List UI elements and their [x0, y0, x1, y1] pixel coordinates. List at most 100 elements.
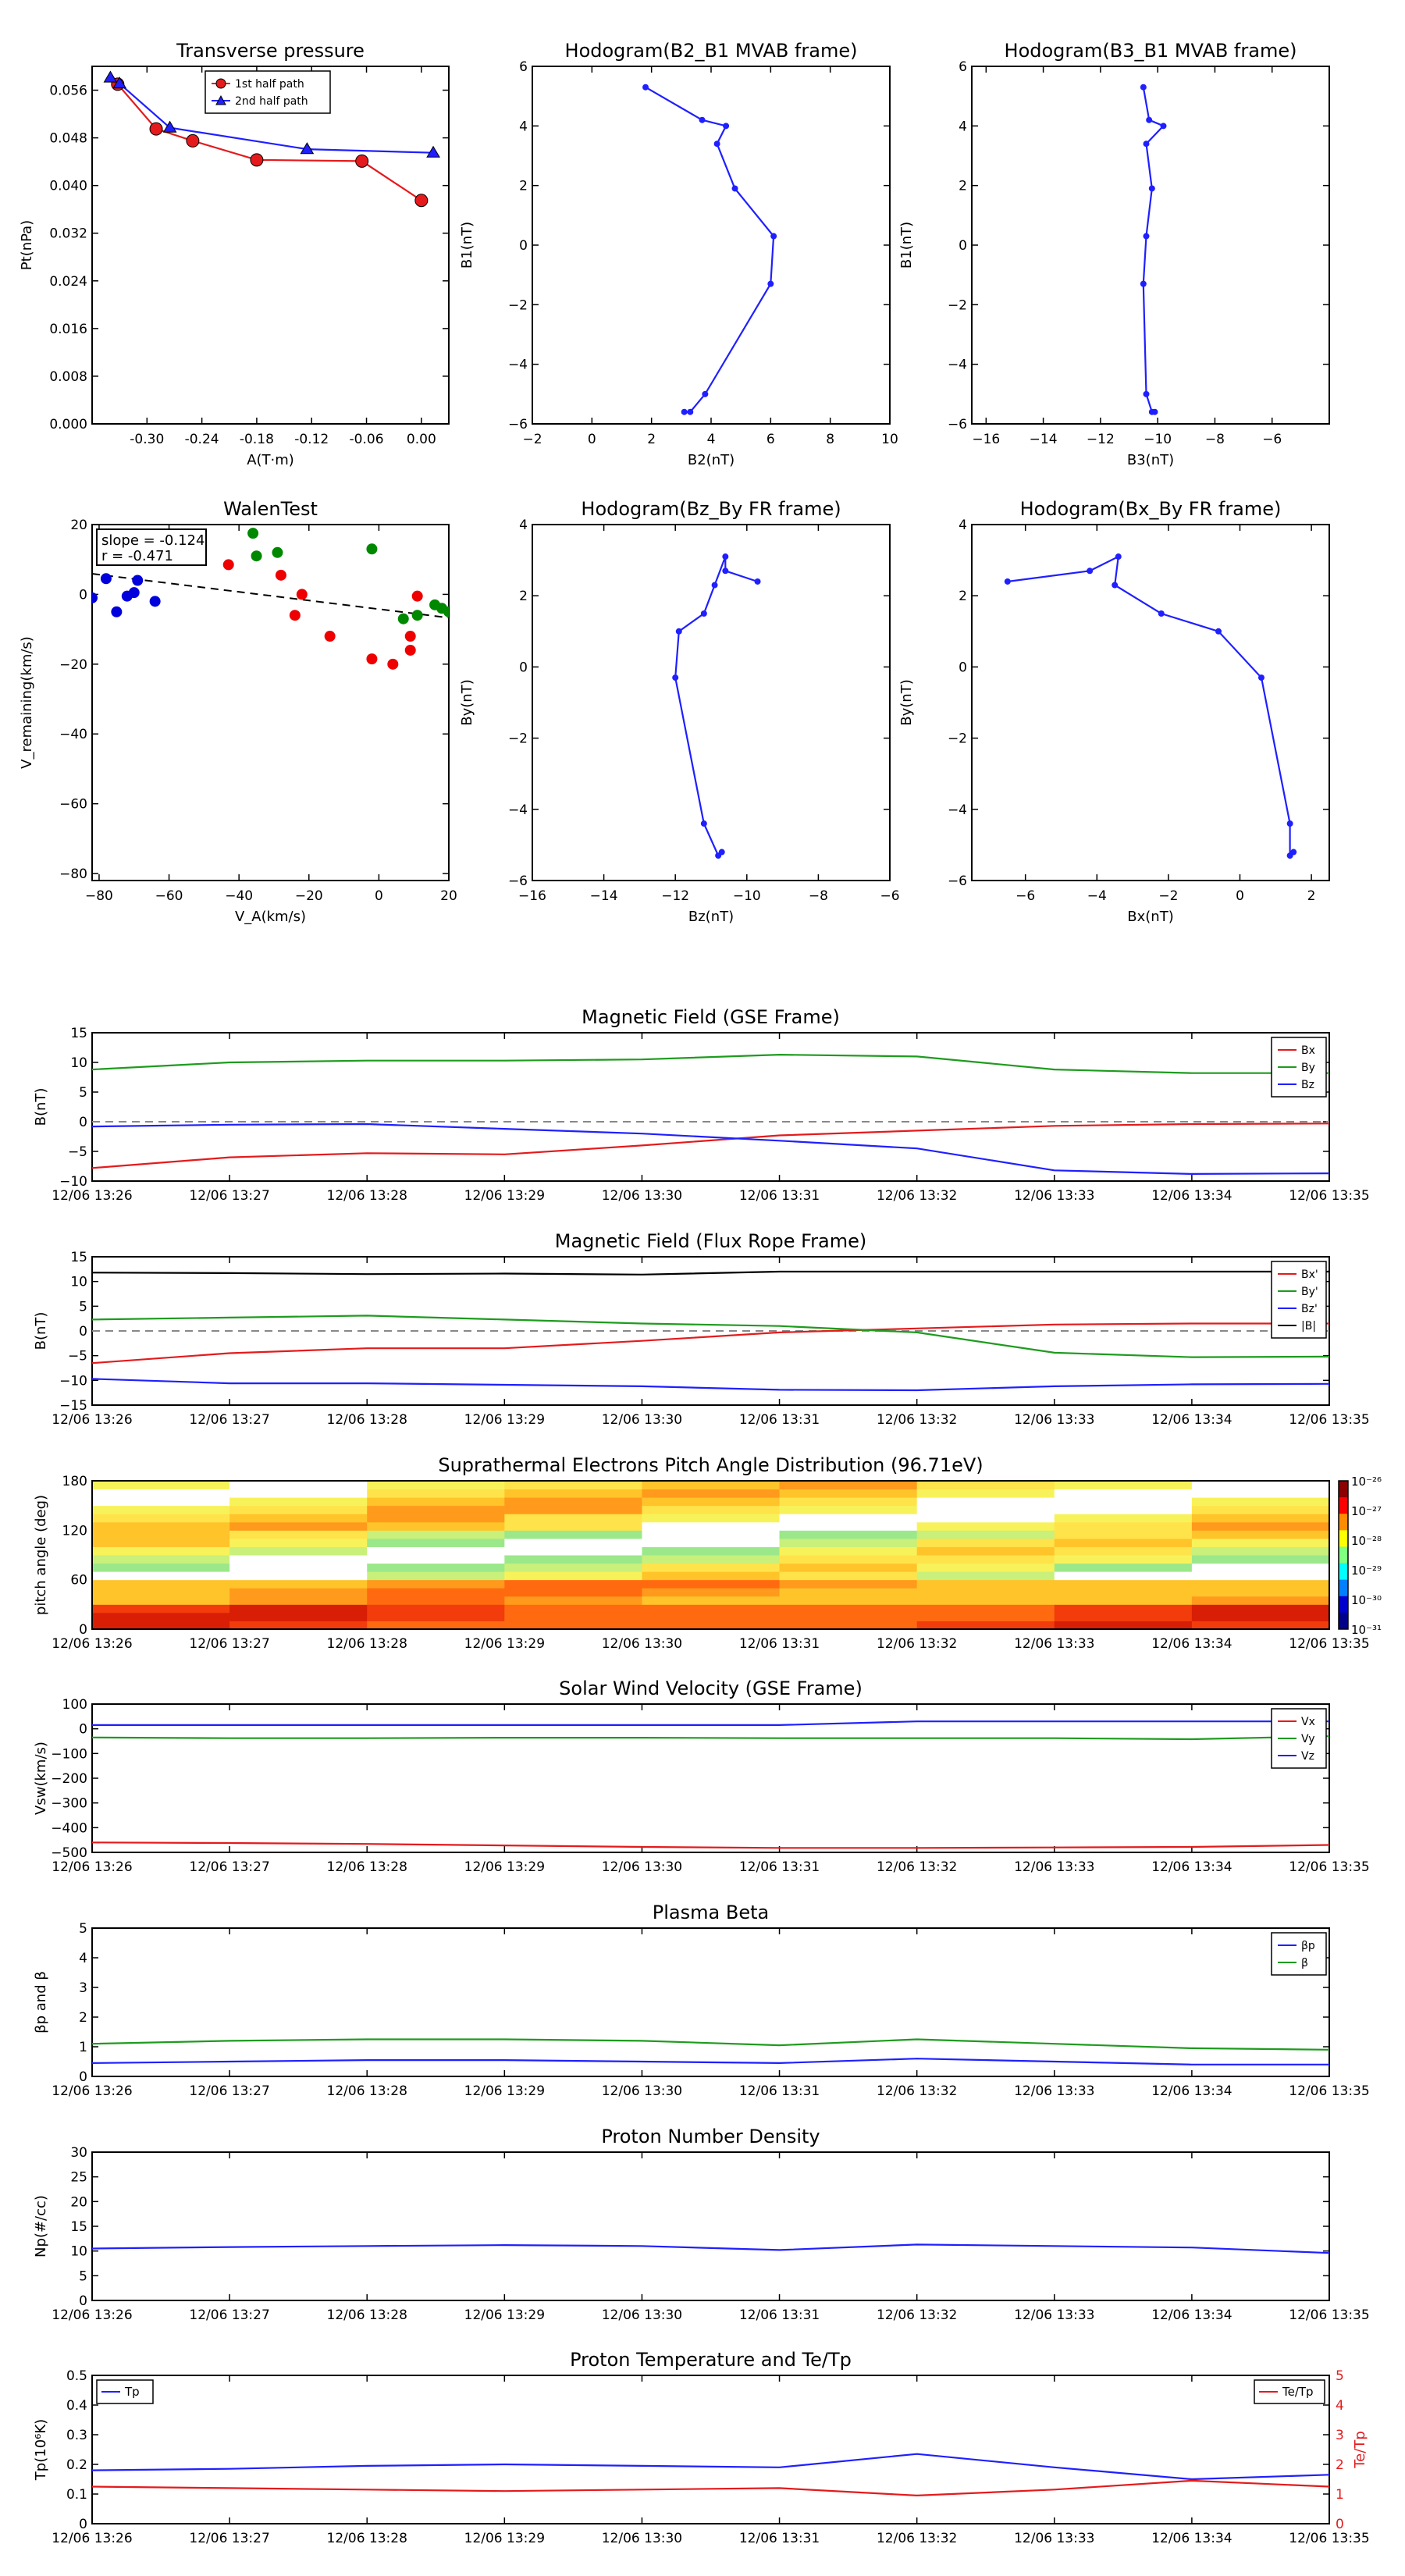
annotation-line: r = -0.471	[101, 548, 173, 564]
heatmap-cell	[1054, 1505, 1193, 1514]
x-tick-label: −4	[1087, 888, 1107, 904]
data-point	[149, 596, 161, 607]
plot-frame	[91, 2151, 1330, 2301]
y-tick-label: 15	[70, 2219, 87, 2235]
y-tick-label: 0	[519, 238, 528, 254]
y-tick-label: 0	[79, 1722, 87, 1738]
x-tick-label: 12/06 13:35	[1289, 1636, 1369, 1652]
heatmap-cell	[1191, 1579, 1329, 1589]
legend-box	[1271, 1037, 1327, 1098]
data-point	[250, 153, 264, 167]
chart-panel-11: Proton Number Density 12/06 13:26 12/06 13…	[33, 2126, 1370, 2323]
series-βp	[92, 2058, 1329, 2065]
chart-title: Suprathermal Electrons Pitch Angle Distr…	[438, 1454, 983, 1476]
heatmap-cell	[504, 1538, 642, 1547]
x-tick-label: 2	[647, 432, 656, 447]
heatmap-cell	[1054, 1621, 1193, 1629]
data-layer	[92, 528, 449, 670]
y-tick-label: 0	[519, 660, 528, 675]
series-Bz'	[92, 1378, 1329, 1392]
heatmap-cell	[916, 1596, 1055, 1605]
y-tick-label: 0.008	[49, 369, 87, 385]
y-tick-label: 0.056	[49, 84, 87, 99]
series-line	[92, 1315, 1329, 1358]
y-tick-label: 2	[959, 589, 967, 604]
data-point	[1158, 610, 1165, 617]
heatmap-cell	[1054, 1571, 1193, 1581]
y-tick-label: 2	[519, 179, 528, 194]
chart-title: Magnetic Field (GSE Frame)	[582, 1006, 840, 1028]
data-point	[700, 820, 707, 827]
x-tick-label: 12/06 13:32	[877, 2083, 957, 2099]
heatmap-cell	[229, 1521, 368, 1531]
legend: 1st half path 2nd half path	[205, 70, 331, 114]
heatmap-cell	[1054, 1546, 1193, 1556]
x-tick-label: 12/06 13:29	[464, 1636, 545, 1652]
heatmap-cell	[92, 1546, 230, 1556]
heatmap-cell	[1191, 1538, 1329, 1547]
series-line	[92, 2453, 1329, 2481]
y-tick-label: 5	[79, 1085, 87, 1101]
chart-title: WalenTest	[223, 498, 318, 520]
colorbar-segment	[1339, 1514, 1348, 1531]
x-tick-label: 12/06 13:34	[1151, 1188, 1232, 1204]
heatmap-cell	[367, 1555, 505, 1564]
legend-label: 2nd half path	[235, 95, 308, 108]
series-Vx	[92, 1841, 1329, 1849]
data-point	[711, 582, 718, 589]
y-tick-label: 3	[79, 1980, 87, 1996]
data-point	[1148, 185, 1155, 192]
heatmap-cell	[367, 1530, 505, 1539]
y-tick-label: −500	[51, 1845, 87, 1861]
x-tick-label: 12/06 13:33	[1014, 1636, 1094, 1652]
chart-title: Solar Wind Velocity (GSE Frame)	[559, 1678, 863, 1699]
y-tick-label: 0.032	[49, 226, 87, 242]
data-point	[366, 653, 378, 665]
x-tick-label: 12/06 13:33	[1014, 2083, 1094, 2099]
right-y-tick-label: 3	[1336, 2428, 1344, 2443]
y-axis-label: Tp(10⁶K)	[33, 2419, 49, 2481]
x-tick-label: 12/06 13:33	[1014, 1188, 1094, 1204]
data-point	[687, 408, 694, 415]
data-point	[251, 550, 262, 562]
heatmap-cell	[92, 1612, 230, 1621]
data-point	[275, 569, 286, 581]
x-tick-label: -0.24	[185, 432, 219, 447]
data-point	[222, 559, 234, 571]
x-tick-label: −14	[590, 888, 618, 904]
heatmap-cell	[367, 1481, 505, 1490]
y-axis-label: B(nT)	[33, 1312, 49, 1350]
heatmap-cell	[367, 1514, 505, 1523]
series-line	[645, 86, 775, 413]
legend-label: 1st half path	[235, 78, 304, 91]
heatmap-cell	[229, 1489, 368, 1498]
chart-panel-4: Hodogram(Bz_By FR frame) −16 −14 −12 −10 −8 −6…	[459, 498, 900, 925]
y-tick-label: 180	[62, 1474, 87, 1489]
series-0	[1140, 84, 1167, 415]
x-tick-label: 12/06 13:28	[327, 1859, 407, 1875]
plot-frame	[91, 66, 450, 425]
y-tick-label: 0	[79, 587, 87, 603]
x-tick-label: −60	[155, 888, 183, 904]
heatmap-cell	[1191, 1521, 1329, 1531]
y-tick-label: 20	[70, 518, 87, 533]
x-tick-label: 12/06 13:30	[602, 1636, 682, 1652]
data-point	[754, 578, 761, 585]
heatmap-cell	[504, 1555, 642, 1564]
data-point	[414, 194, 429, 208]
heatmap-cell	[1054, 1538, 1193, 1547]
x-tick-label: 12/06 13:26	[52, 1859, 132, 1875]
x-tick-label: 0	[375, 888, 383, 904]
heatmap-cell	[92, 1530, 230, 1539]
heatmap-cell	[916, 1604, 1055, 1614]
x-tick-label: 12/06 13:30	[602, 2083, 682, 2099]
heatmap-cell	[916, 1538, 1055, 1547]
chart-panel-7: Magnetic Field (Flux Rope Frame) 12/06 13…	[33, 1230, 1370, 1428]
heatmap-cell	[229, 1505, 368, 1514]
x-tick-label: 12/06 13:27	[189, 2531, 269, 2546]
heatmap-cell	[642, 1621, 781, 1629]
heatmap-cell	[642, 1596, 781, 1605]
x-tick-label: 12/06 13:30	[602, 1412, 682, 1428]
y-tick-label: −100	[51, 1746, 87, 1762]
heatmap-cell	[916, 1621, 1055, 1629]
